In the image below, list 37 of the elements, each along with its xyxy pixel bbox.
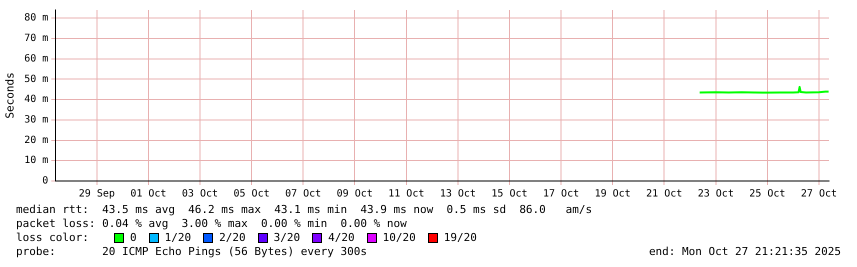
x-tick-label: 09 Oct xyxy=(336,188,373,200)
legend-label: 3/20 xyxy=(272,231,300,245)
x-tick-label: 25 Oct xyxy=(749,188,786,200)
legend-label: 19/20 xyxy=(442,231,477,245)
x-tick-label: 29 Sep xyxy=(78,188,115,200)
x-tick-label: 05 Oct xyxy=(233,188,270,200)
y-tick-label: 50 m xyxy=(24,74,48,85)
y-tick-label: 0 xyxy=(42,176,48,187)
x-tick-label: 01 Oct xyxy=(130,188,166,200)
y-tick-label: 20 m xyxy=(24,134,48,146)
text: packet loss: 0.04 % avg 3.00 % max 0.00 % min 0.00 % now xyxy=(15,217,408,231)
legend-label: 2/20 xyxy=(218,231,246,245)
text: end: Mon Oct 27 21:21:35 2025 xyxy=(648,245,841,259)
legend-label: 1/20 xyxy=(164,231,192,245)
text: probe: 20 ICMP Echo Pings (56 Bytes) every 300s xyxy=(16,245,367,259)
x-tick-label: 27 Oct xyxy=(800,188,838,200)
y-tick-label: 80 m xyxy=(24,12,48,24)
text: median rtt: 43.5 ms avg 46.2 ms max 43.1 ms min 43.9 ms now 0.5 ms sd 86.0 am/s xyxy=(15,203,594,217)
x-tick-label: 07 Oct xyxy=(285,188,322,200)
x-tick-label: 11 Oct xyxy=(388,188,424,200)
x-tick-label: 19 Oct xyxy=(594,188,631,200)
legend-label: 10/20 xyxy=(382,231,416,245)
y-axis-title: Seconds xyxy=(3,72,16,119)
y-tick-label: 40 m xyxy=(24,94,48,106)
x-tick-label: 03 Oct xyxy=(182,188,218,200)
x-tick-label: 23 Oct xyxy=(698,188,734,200)
legend-label: 4/20 xyxy=(327,231,355,245)
x-tick-label: 13 Oct xyxy=(440,188,476,200)
x-tick-label: 17 Oct xyxy=(542,188,580,200)
legend-title: loss color: xyxy=(16,231,90,245)
y-tick-label: 30 m xyxy=(24,114,48,126)
y-tick-label: 10 m xyxy=(24,155,48,166)
x-tick-label: 21 Oct xyxy=(646,188,682,200)
legend-label: 0 xyxy=(129,231,137,245)
y-tick-label: 70 m xyxy=(24,33,48,44)
y-tick-label: 60 m xyxy=(24,53,48,64)
x-tick-label: 15 Oct xyxy=(491,188,528,200)
